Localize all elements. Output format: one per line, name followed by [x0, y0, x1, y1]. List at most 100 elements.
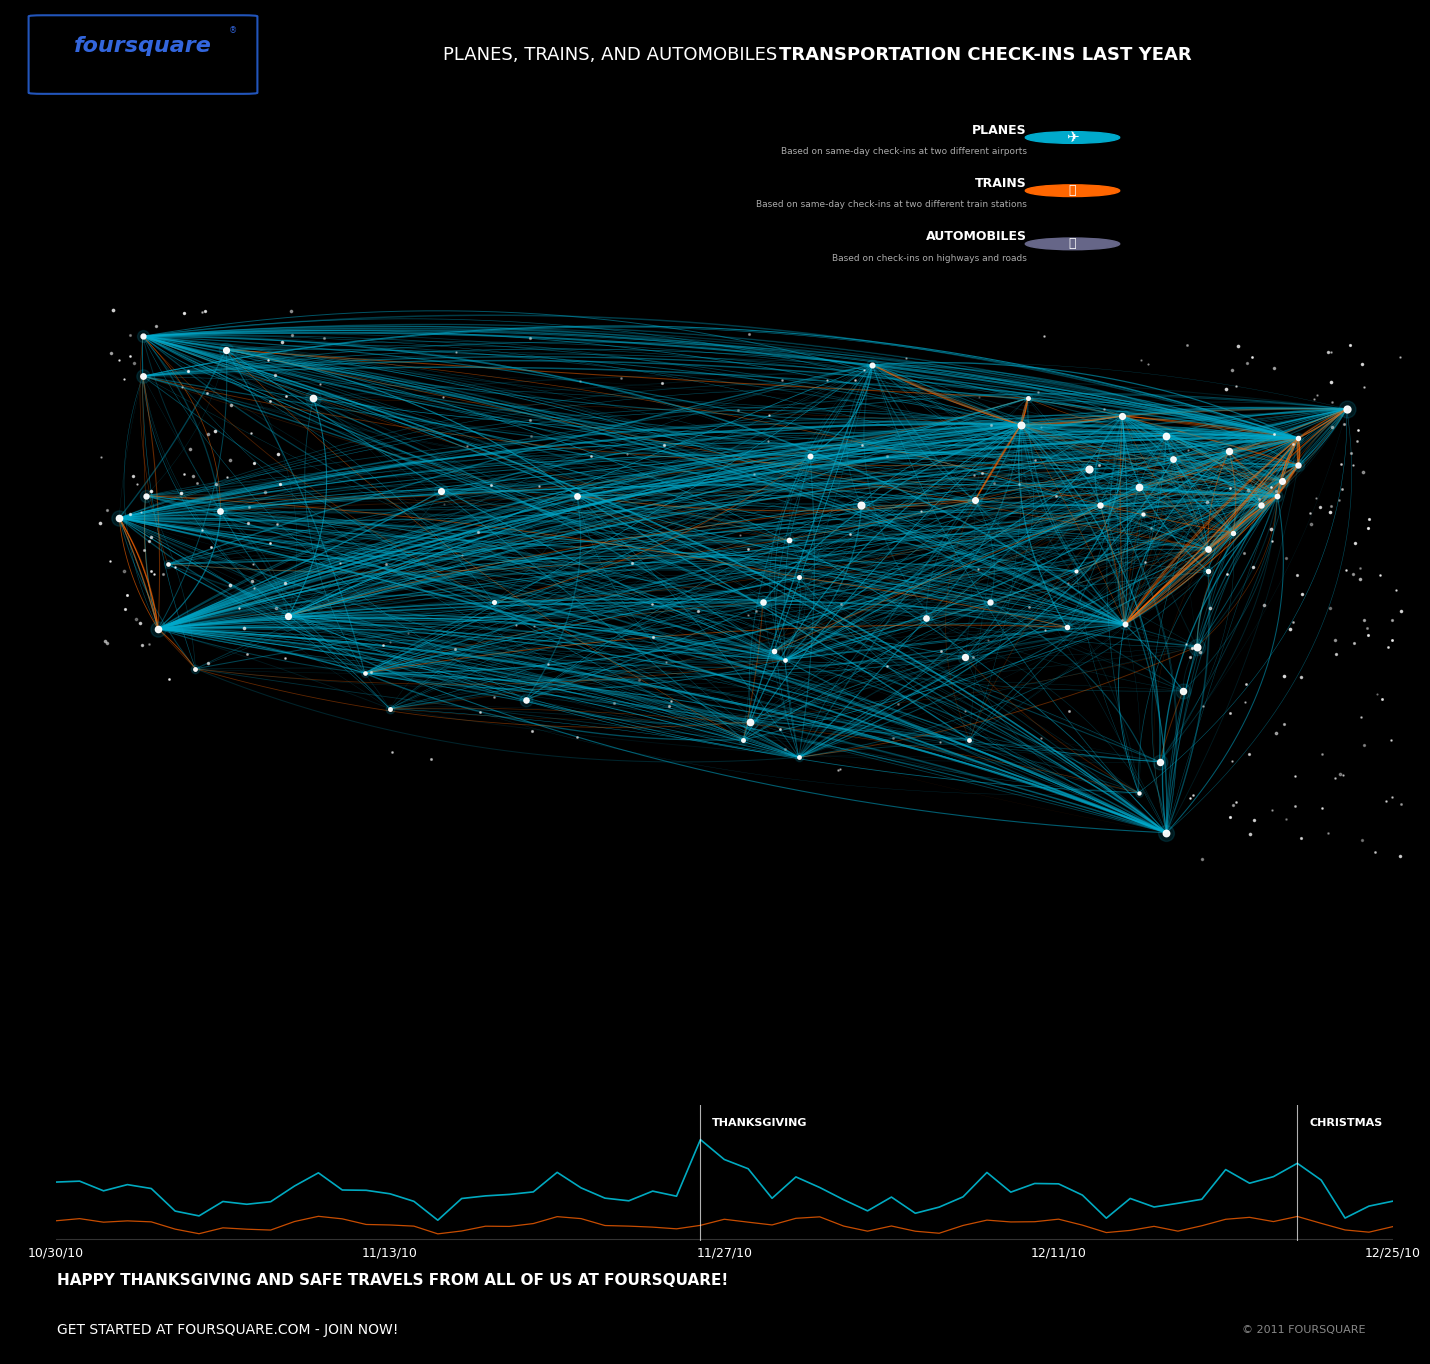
Point [432, 386, 455, 408]
Point [788, 566, 811, 588]
Point [1281, 611, 1304, 633]
Point [113, 561, 136, 582]
Point [1389, 844, 1411, 866]
Point [1238, 824, 1261, 846]
Point [768, 717, 791, 739]
Text: Based on same-day check-ins at two different train stations: Based on same-day check-ins at two diffe… [756, 201, 1027, 209]
Point [302, 387, 325, 409]
Point [429, 480, 452, 502]
Point [275, 385, 297, 406]
Point [1290, 666, 1313, 687]
Point [1274, 809, 1297, 831]
Point [242, 552, 265, 574]
Point [329, 552, 352, 574]
Point [1343, 532, 1366, 554]
Point [1264, 723, 1287, 745]
Point [214, 338, 237, 360]
Point [967, 558, 990, 580]
Point [739, 711, 762, 732]
Point [443, 638, 466, 660]
Point [396, 622, 419, 644]
Point [1318, 502, 1341, 524]
Point [1347, 419, 1370, 441]
Point [1389, 346, 1411, 368]
Point [1334, 559, 1357, 581]
Point [1330, 477, 1353, 499]
Text: Based on check-ins on highways and roads: Based on check-ins on highways and roads [832, 254, 1027, 262]
Point [1131, 503, 1154, 525]
Point [1195, 491, 1218, 513]
Point [1270, 469, 1293, 491]
Point [1266, 486, 1288, 507]
Point [788, 566, 811, 588]
Text: THANKSGIVING: THANKSGIVING [712, 1117, 808, 1128]
Point [1320, 495, 1343, 517]
Point [1148, 750, 1171, 772]
Point [227, 597, 250, 619]
Point [964, 490, 987, 512]
Point [827, 760, 849, 782]
Point [980, 592, 1002, 614]
Point [651, 372, 674, 394]
Point [1326, 642, 1348, 664]
Text: GET STARTED AT FOURSQUARE.COM - JOIN NOW!: GET STARTED AT FOURSQUARE.COM - JOIN NOW… [57, 1323, 399, 1337]
Point [119, 345, 142, 367]
Point [1030, 416, 1052, 438]
Point [628, 670, 651, 692]
Text: PLANES, TRAINS, AND AUTOMOBILES: PLANES, TRAINS, AND AUTOMOBILES [443, 45, 778, 64]
Point [1198, 597, 1221, 619]
Point [1175, 334, 1198, 356]
Point [774, 649, 797, 671]
Point [139, 561, 162, 582]
Point [1111, 405, 1134, 427]
Point [875, 655, 898, 677]
Point [928, 731, 951, 753]
Point [1010, 415, 1032, 436]
Point [267, 443, 290, 465]
Point [579, 445, 602, 466]
Point [1155, 424, 1178, 446]
Point [652, 434, 675, 456]
Point [179, 439, 202, 461]
Point [102, 299, 124, 321]
Text: ✈: ✈ [1067, 130, 1078, 145]
Point [186, 472, 209, 494]
Point [209, 501, 232, 522]
Point [1030, 727, 1052, 749]
Point [1197, 561, 1220, 582]
Point [1338, 334, 1361, 356]
Point [1317, 822, 1340, 844]
Point [521, 720, 543, 742]
Point [140, 527, 163, 548]
Point [1350, 707, 1373, 728]
Point [96, 632, 119, 653]
Point [1303, 387, 1326, 409]
Text: foursquare: foursquare [74, 35, 212, 56]
Point [970, 462, 992, 484]
Point [1310, 797, 1333, 818]
Point [1188, 641, 1211, 663]
Point [1348, 567, 1371, 589]
Point [1341, 454, 1364, 476]
Point [372, 634, 395, 656]
Point [277, 604, 300, 626]
Point [1346, 430, 1369, 451]
Point [1111, 405, 1134, 427]
Point [130, 634, 153, 656]
Point [152, 563, 174, 585]
Point [273, 648, 296, 670]
Point [882, 727, 905, 749]
Point [257, 349, 280, 371]
Point [1017, 387, 1040, 409]
Point [844, 368, 867, 390]
Point [536, 653, 559, 675]
Point [977, 629, 1000, 651]
Point [1287, 427, 1310, 449]
Point [253, 481, 276, 503]
Point [232, 617, 255, 638]
Text: PLANES: PLANES [972, 124, 1027, 136]
Point [1318, 597, 1341, 619]
Point [1131, 503, 1154, 525]
Point [774, 649, 797, 671]
Point [1032, 619, 1055, 641]
